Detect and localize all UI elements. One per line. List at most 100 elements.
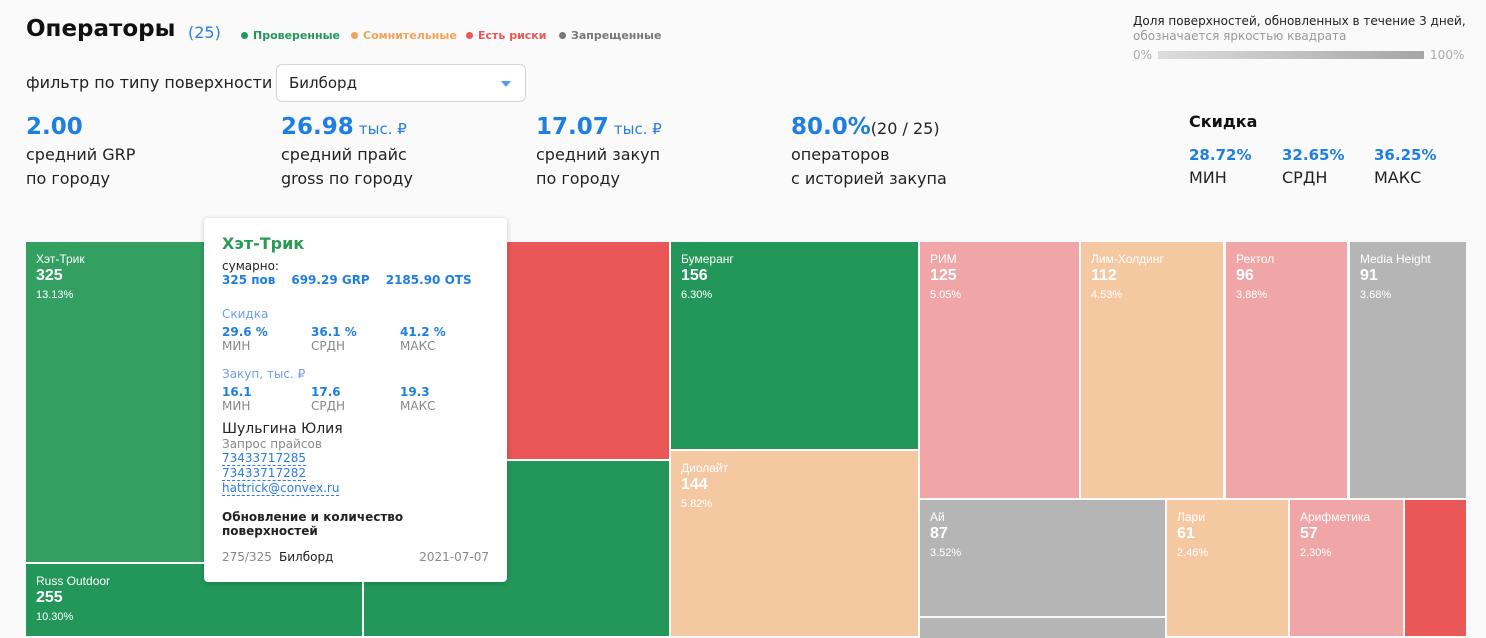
value: 19.3 — [400, 385, 430, 399]
surface-type: Билборд — [279, 550, 334, 564]
tile-count: 61 — [1177, 525, 1195, 542]
value: 16.1 — [222, 385, 252, 399]
legend-doubtful: Сомнительные — [351, 29, 457, 42]
discount-median: 32.65% СРДН — [1282, 146, 1344, 187]
discount-label: Скидка — [222, 307, 269, 321]
tile-count: 255 — [36, 589, 63, 606]
tile-count: 57 — [1300, 525, 1318, 542]
discount-max: 36.25% МАКС — [1374, 146, 1436, 187]
tile-pct: 6.30% — [681, 289, 713, 301]
stat-label: операторов — [791, 145, 890, 164]
phone-link[interactable]: 73433717282 — [222, 466, 306, 481]
stat-purchase: 17.07 тыс. ₽ средний закуп по городу — [536, 114, 662, 191]
tile-pct: 3.52% — [930, 547, 962, 559]
treemap-tile[interactable] — [1405, 500, 1466, 636]
value: 29.6 % — [222, 325, 268, 339]
treemap-tile[interactable]: Лим-Холдинг 112 4.53% — [1081, 242, 1223, 498]
tile-name: Арифметика — [1300, 510, 1371, 524]
tile-count: 144 — [681, 476, 708, 493]
sum-label: сумарно: — [222, 259, 279, 273]
legend-label: Есть риски — [478, 29, 547, 42]
stat-unit: тыс. ₽ — [613, 120, 662, 138]
dot-icon — [559, 32, 566, 39]
stat-value: 2.00 — [26, 114, 83, 140]
label: СРДН — [311, 399, 346, 413]
tile-count: 96 — [1236, 267, 1254, 284]
tooltip-title: Хэт-Трик — [222, 234, 305, 253]
tile-name: Ректол — [1236, 252, 1275, 266]
tile-count: 325 — [36, 267, 63, 284]
page-title: Операторы — [26, 16, 176, 42]
phone-link[interactable]: 73433717285 — [222, 451, 306, 466]
stat-value: 80.0% — [791, 114, 871, 140]
operator-count: (25) — [188, 23, 221, 42]
legend-label: Проверенные — [253, 29, 341, 42]
tile-pct: 5.05% — [930, 289, 962, 301]
tile-name: РИМ — [930, 252, 957, 266]
tile-pct: 2.30% — [1300, 547, 1332, 559]
value: 17.6 — [311, 385, 341, 399]
legend-label: Запрещенные — [571, 29, 662, 42]
treemap-tile[interactable]: Ай 87 3.52% — [920, 500, 1165, 616]
discount-summary: Скидка 28.72% МИН 32.65% СРДН 36.25% МАКС — [1189, 112, 1436, 187]
legend-banned: Запрещенные — [559, 29, 661, 42]
brightness-gradient — [1158, 51, 1425, 59]
stat-unit: тыс. ₽ — [358, 120, 407, 138]
stat-label: по городу — [536, 169, 621, 188]
tile-name: Хэт-Трик — [36, 252, 85, 266]
treemap-tile[interactable]: Арифметика 57 2.30% — [1290, 500, 1403, 636]
stat-value: 26.98 — [281, 114, 354, 140]
tile-count: 125 — [930, 267, 957, 284]
brightness-legend: Доля поверхностей, обновленных в течение… — [1133, 14, 1466, 44]
treemap-tile[interactable]: Лари 61 2.46% — [1167, 500, 1288, 636]
stat-price: 26.98 тыс. ₽ средний прайс gross по городу — [281, 114, 413, 191]
scale-min: 0% — [1133, 48, 1153, 62]
surfaces-count: 325 пов — [222, 273, 276, 287]
dot-icon — [466, 32, 473, 39]
contact-name: Шульгина Юлия — [222, 421, 343, 437]
discount-label: МАКС — [1374, 168, 1422, 187]
tile-name: Лим-Холдинг — [1091, 252, 1164, 266]
ots-value: 2185.90 OTS — [385, 273, 472, 287]
legend-subtext: обозначается яркостью квадрата — [1133, 29, 1347, 43]
stat-unit: (20 / 25) — [870, 119, 940, 138]
treemap-tile[interactable] — [920, 618, 1165, 638]
treemap-tile[interactable]: Бумеранг 156 6.30% — [671, 242, 918, 449]
tile-pct: 3.88% — [1236, 289, 1268, 301]
grp-value: 699.29 GRP — [291, 273, 370, 287]
filter-label: фильтр по типу поверхности — [26, 73, 273, 92]
brightness-scale: 0% 100% — [1133, 48, 1464, 62]
contact-role: Запрос прайсов — [222, 437, 322, 451]
legend-risk: Есть риски — [466, 29, 546, 42]
stat-grp: 2.00 средний GRP по городу — [26, 114, 135, 191]
stat-label: средний закуп — [536, 145, 661, 164]
treemap-tile[interactable]: РИМ 125 5.05% — [920, 242, 1079, 498]
stat-operators: 80.0%(20 / 25) операторов с историей закуп… — [791, 114, 947, 191]
tile-name: Бумеранг — [681, 252, 734, 266]
tile-name: Лари — [1177, 510, 1205, 524]
label: МИН — [222, 399, 251, 413]
discount-value: 36.25% — [1374, 146, 1437, 164]
dot-icon — [351, 32, 358, 39]
tile-name: Media Height — [1360, 252, 1431, 266]
tile-count: 87 — [930, 525, 948, 542]
tile-pct: 13.13% — [36, 289, 74, 301]
label: СРДН — [311, 339, 346, 353]
stat-label: средний GRP — [26, 145, 136, 164]
discount-title: Скидка — [1189, 112, 1258, 131]
legend-text: Доля поверхностей, обновленных в течение… — [1133, 14, 1466, 28]
treemap-tile[interactable]: Media Height 91 3.68% — [1350, 242, 1466, 498]
email-link[interactable]: hattrick@convex.ru — [222, 481, 340, 496]
operator-tooltip: Хэт-Трик сумарно: 325 пов 699.29 GRP 2185.… — [204, 218, 507, 582]
surface-type-select[interactable]: Билборд — [276, 64, 526, 102]
purchase-label: Закуп, тыс. ₽ — [222, 367, 306, 381]
update-title: Обновление и количество поверхностей — [222, 510, 404, 538]
dot-icon — [241, 32, 248, 39]
treemap-tile[interactable]: Диолайт 144 5.82% — [671, 451, 918, 636]
discount-label: МИН — [1189, 168, 1227, 187]
chevron-down-icon — [501, 81, 511, 87]
label: МАКС — [400, 399, 436, 413]
stat-label: gross по городу — [281, 169, 413, 188]
tile-count: 156 — [681, 267, 708, 284]
treemap-tile[interactable]: Ректол 96 3.88% — [1226, 242, 1347, 498]
